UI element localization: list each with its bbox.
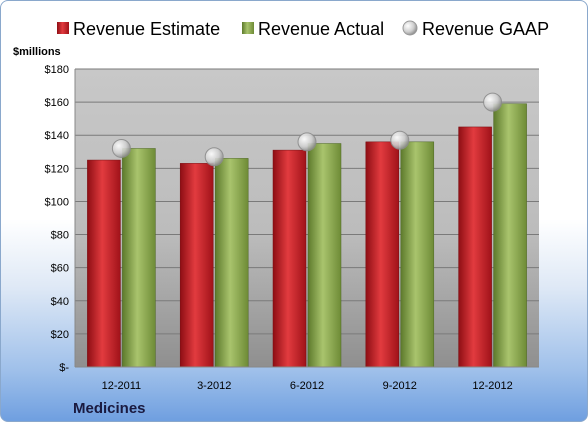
y-tick-label: $140 bbox=[45, 130, 69, 142]
company-name: Medicines bbox=[73, 400, 146, 417]
y-tick-label: $180 bbox=[45, 64, 69, 76]
legend-swatch-actual bbox=[242, 22, 254, 34]
y-tick-label: $40 bbox=[51, 296, 69, 308]
y-tick-label: $- bbox=[59, 362, 69, 374]
marker-revenue-gaap bbox=[390, 130, 410, 150]
bar-revenue-estimate bbox=[87, 159, 121, 368]
bar-revenue-actual bbox=[493, 103, 527, 368]
bars bbox=[87, 103, 527, 368]
y-tick-label: $80 bbox=[51, 230, 69, 242]
marker-revenue-gaap bbox=[111, 138, 131, 158]
y-tick-label: $120 bbox=[45, 163, 69, 175]
x-tick-label: 6-2012 bbox=[290, 380, 324, 392]
x-axis-ticks: 12-2011 3-2012 6-2012 9-2012 12-2012 bbox=[102, 380, 513, 392]
bar-revenue-estimate bbox=[179, 163, 214, 368]
x-tick-label: 3-2012 bbox=[197, 380, 231, 392]
y-tick-label: $60 bbox=[51, 263, 69, 275]
marker-revenue-gaap bbox=[483, 92, 503, 112]
x-tick-label: 9-2012 bbox=[383, 380, 417, 392]
legend: Revenue Estimate Revenue Actual Revenue … bbox=[57, 19, 549, 39]
bar-revenue-estimate bbox=[365, 141, 400, 368]
x-tick-label: 12-2011 bbox=[102, 380, 142, 392]
y-tick-label: $160 bbox=[45, 97, 69, 109]
x-tick-label: 12-2012 bbox=[472, 380, 512, 392]
bar-revenue-estimate bbox=[272, 149, 307, 368]
legend-swatch-gaap bbox=[402, 20, 418, 36]
y-tick-label: $100 bbox=[45, 196, 69, 208]
legend-label-estimate: Revenue Estimate bbox=[73, 19, 220, 39]
legend-swatch-estimate bbox=[57, 22, 69, 34]
bar-revenue-actual bbox=[214, 158, 249, 368]
bar-revenue-estimate bbox=[458, 126, 492, 368]
bar-revenue-actual bbox=[307, 143, 342, 368]
bar-revenue-actual bbox=[122, 148, 156, 368]
bar-revenue-actual bbox=[400, 141, 435, 368]
y-tick-label: $20 bbox=[51, 329, 69, 341]
legend-label-actual: Revenue Actual bbox=[258, 19, 384, 39]
legend-label-gaap: Revenue GAAP bbox=[422, 19, 549, 39]
gaap-markers bbox=[111, 92, 503, 167]
y-axis-ticks: $- $20 $40 $60 $80 $100 $120 $140 $160 $180 bbox=[45, 64, 70, 374]
marker-revenue-gaap bbox=[204, 147, 224, 167]
y-axis-unit-label: $millions bbox=[13, 46, 61, 58]
marker-revenue-gaap bbox=[297, 132, 317, 152]
